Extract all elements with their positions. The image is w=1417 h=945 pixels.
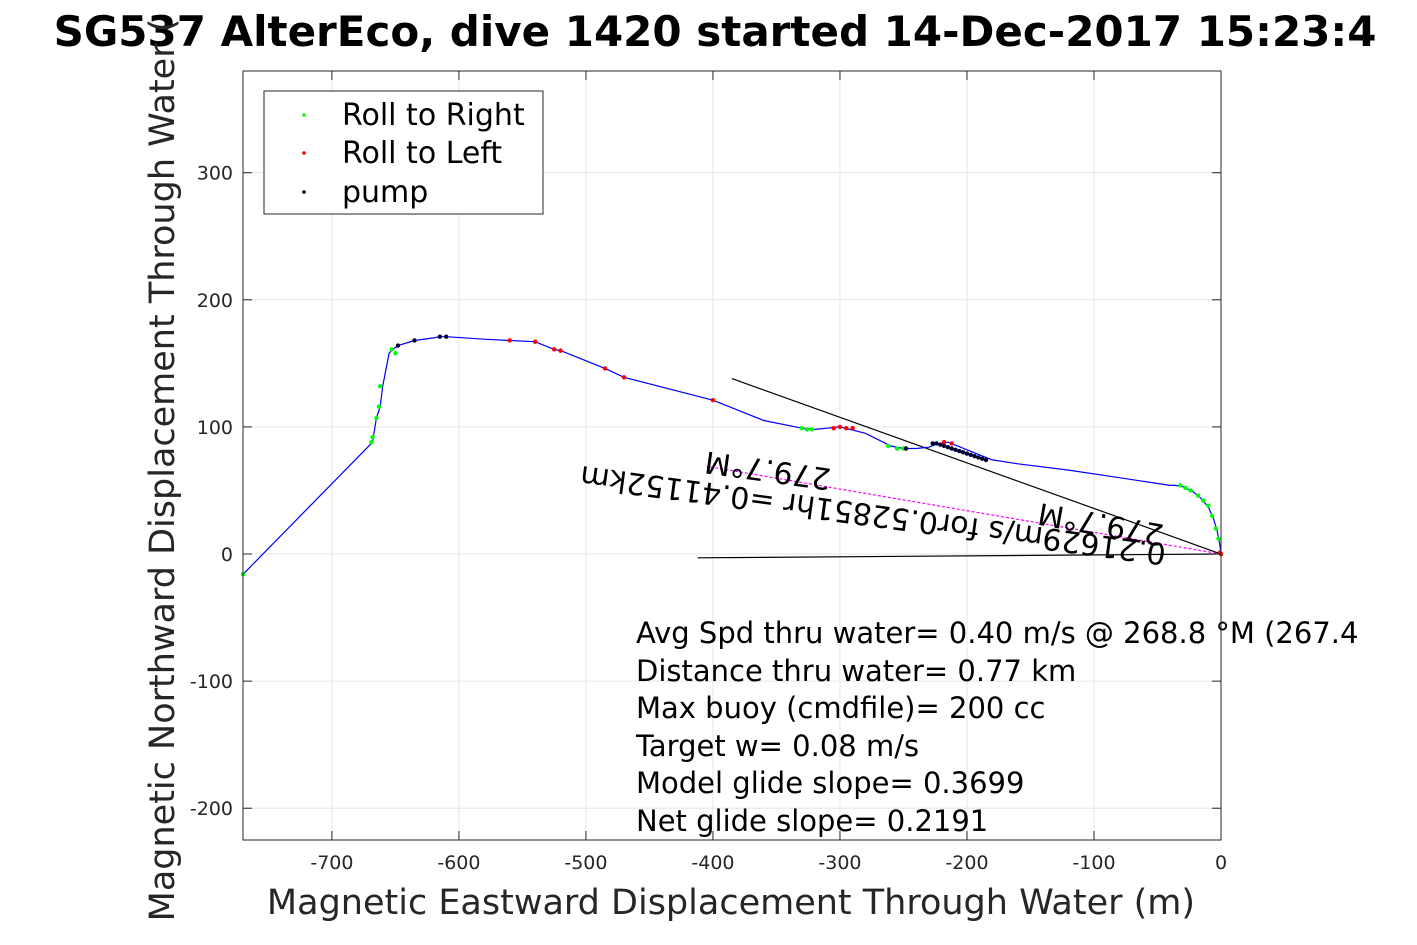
x-tick-label: 0	[1215, 852, 1227, 874]
pump-point	[949, 446, 954, 451]
axis-ticks: -700 -600 -500 -400 -300 -200 -100 0 -200 -100 0 10…	[190, 71, 1227, 874]
legend-label-roll-left: Roll to Left	[342, 136, 502, 171]
annotation-avg-speed: Avg Spd thru water= 0.40 m/s @ 268.8 °M …	[636, 616, 1358, 650]
y-tick-label: 100	[197, 417, 233, 439]
roll-to-left-point	[831, 425, 836, 431]
track-layer	[242, 336, 1222, 575]
annotation-model-glide: Model glide slope= 0.3699	[636, 766, 1024, 800]
legend-marker-roll-right	[302, 113, 306, 117]
roll-to-left-point	[558, 348, 563, 353]
annotation-max-buoy: Max buoy (cmdfile)= 200 cc	[636, 691, 1045, 725]
roll-to-left-point	[507, 338, 512, 343]
roll-to-right-point	[1201, 498, 1206, 503]
roll-to-left-point	[710, 398, 716, 403]
annotation-net-glide: Net glide slope= 0.2191	[636, 804, 988, 838]
roll-to-right-point	[377, 384, 383, 389]
pump-point	[941, 443, 947, 449]
pump-point	[437, 334, 443, 339]
x-tick-label: -700	[310, 852, 353, 874]
roll-to-right-point	[1195, 493, 1201, 498]
legend-label-roll-right: Roll to Right	[342, 98, 525, 133]
roll-to-right-point	[886, 443, 891, 449]
pump-point	[938, 442, 943, 447]
roll-to-right-point	[1213, 526, 1219, 531]
legend-marker-pump	[302, 190, 306, 194]
points-layer	[240, 334, 1224, 577]
y-tick-label: 0	[221, 544, 233, 566]
x-axis-label: Magnetic Eastward Displacement Through W…	[267, 883, 1195, 923]
reference-lines	[697, 378, 1222, 559]
pump-point	[930, 441, 935, 446]
roll-to-left-point	[602, 366, 608, 371]
x-tick-label: -600	[437, 852, 480, 874]
legend: Roll to Right Roll to Left pump	[263, 90, 544, 215]
roll-to-right-point	[1206, 503, 1211, 508]
roll-to-left-point	[949, 441, 954, 446]
pump-point	[983, 457, 989, 463]
roll-to-right-point	[1188, 488, 1193, 493]
pump-point	[945, 445, 951, 450]
roll-to-right-point	[1183, 485, 1188, 491]
roll-to-left-point	[551, 347, 557, 352]
pump-point	[980, 456, 985, 461]
roll-to-left-point	[621, 375, 627, 380]
reference-line	[697, 553, 1222, 559]
roll-to-right-point	[1209, 513, 1215, 519]
plot-area-frame	[242, 70, 1222, 841]
pump-point	[395, 343, 401, 348]
roll-to-right-point	[1178, 483, 1183, 488]
roll-to-left-point	[837, 424, 843, 430]
roll-to-right-point	[389, 347, 394, 352]
reference-line	[731, 378, 1222, 555]
roll-to-left-point	[850, 425, 855, 431]
x-tick-label: -100	[1072, 852, 1115, 874]
x-tick-label: -300	[818, 852, 861, 874]
roll-to-right-point	[369, 439, 374, 445]
pump-point	[968, 452, 973, 458]
pump-point	[964, 451, 970, 456]
y-tick-label: 300	[197, 163, 233, 185]
pump-point	[953, 447, 958, 452]
chart-title: SG537 AlterEco, dive 1420 started 14-Dec…	[54, 7, 1377, 56]
y-axis-label: Magnetic Northward Displacement Through …	[143, 19, 183, 922]
annotations: Avg Spd thru water= 0.40 m/s @ 268.8 °M …	[635, 616, 1358, 838]
legend-marker-roll-left	[302, 151, 306, 155]
roll-to-right-point	[894, 446, 900, 451]
x-tick-label: -400	[691, 852, 734, 874]
track-line	[242, 336, 1222, 575]
legend-box	[263, 90, 544, 215]
roll-to-left-point	[941, 439, 947, 445]
pump-point	[960, 450, 966, 455]
y-tick-label: -200	[190, 798, 233, 820]
pump-point	[444, 334, 449, 339]
x-tick-label: -200	[945, 852, 988, 874]
pump-point	[934, 441, 939, 446]
roll-to-left-point	[532, 339, 538, 344]
roll-to-right-point	[799, 425, 805, 431]
annotation-distance: Distance thru water= 0.77 km	[636, 654, 1076, 688]
annotation-target-w: Target w= 0.08 m/s	[635, 729, 919, 763]
x-tick-label: -500	[564, 852, 607, 874]
current-vector-line	[706, 465, 1222, 555]
roll-to-right-point	[370, 434, 375, 440]
roll-to-right-point	[374, 415, 379, 421]
roll-to-right-point	[804, 427, 810, 432]
y-tick-label: -100	[190, 671, 233, 693]
pump-point	[976, 455, 981, 460]
y-tick-label: 200	[197, 290, 233, 312]
pump-point	[412, 338, 417, 343]
pump-point	[957, 448, 962, 454]
legend-label-pump: pump	[342, 175, 428, 210]
roll-to-right-point	[393, 350, 398, 356]
pump-point	[903, 446, 909, 451]
roll-to-right-point	[809, 427, 815, 432]
roll-to-right-point	[376, 404, 382, 409]
roll-to-right-point	[1216, 536, 1221, 541]
roll-to-left-point	[844, 425, 849, 431]
pump-point	[972, 453, 977, 459]
